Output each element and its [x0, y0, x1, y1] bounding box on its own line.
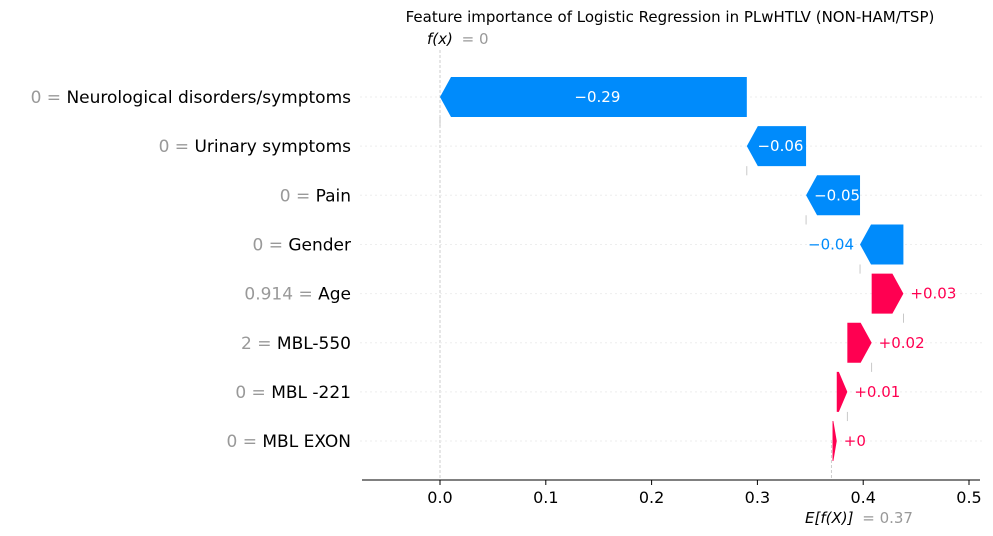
contribution-label: +0.02: [879, 334, 925, 352]
fx-label-text: f(x): [427, 30, 453, 48]
feature-label: 0 = MBL -221: [235, 383, 351, 403]
x-tick-label: 0.3: [745, 488, 770, 507]
feature-bar: [860, 224, 904, 265]
feature-value: 0 =: [159, 137, 195, 157]
feature-value: 0 =: [235, 383, 271, 403]
feature-label: 0 = MBL EXON: [227, 432, 351, 452]
x-tick-label: 0.5: [956, 488, 981, 507]
base-label-text: E[f(X)]: [805, 509, 854, 527]
feature-bar: [836, 371, 848, 412]
contribution-label: −0.04: [808, 235, 854, 253]
feature-bar: [832, 421, 837, 462]
feature-value: 0 =: [252, 235, 288, 255]
feature-name: Pain: [316, 186, 351, 206]
contribution-label: +0: [844, 432, 866, 450]
feature-value: 0.914 =: [244, 285, 318, 305]
x-tick-label: 0.0: [427, 488, 452, 507]
base-label: E[f(X)] = 0.37: [805, 509, 913, 527]
x-tick-label: 0.2: [639, 488, 664, 507]
feature-value: 0 =: [31, 88, 67, 108]
feature-bar: [746, 126, 807, 167]
feature-value: 0 =: [227, 432, 263, 452]
x-tick-label: 0.4: [850, 488, 875, 507]
feature-name: MBL -221: [271, 383, 351, 403]
x-tick-label: 0.1: [533, 488, 558, 507]
feature-name: Gender: [288, 235, 351, 255]
feature-value: 0 =: [280, 186, 316, 206]
chart-title: Feature importance of Logistic Regressio…: [406, 8, 935, 26]
contribution-label: +0.01: [854, 383, 900, 401]
contribution-label: −0.06: [757, 137, 803, 155]
feature-bar: [847, 322, 872, 363]
feature-label: 0 = Pain: [280, 186, 351, 206]
fx-value: = 0: [462, 30, 489, 48]
feature-name: MBL EXON: [262, 432, 351, 452]
contribution-label: −0.05: [814, 186, 860, 204]
feature-value: 2 =: [241, 334, 277, 354]
feature-label: 0.914 = Age: [244, 285, 351, 305]
feature-label: 0 = Neurological disorders/symptoms: [31, 88, 352, 108]
fx-label: f(x) = 0: [427, 30, 489, 48]
feature-label: 0 = Urinary symptoms: [159, 137, 352, 157]
feature-name: MBL-550: [277, 334, 351, 354]
feature-name: Neurological disorders/symptoms: [66, 88, 351, 108]
contribution-label: +0.03: [910, 285, 956, 303]
feature-name: Urinary symptoms: [194, 137, 351, 157]
feature-name: Age: [318, 285, 351, 305]
feature-bar: [440, 77, 747, 117]
feature-bar: [871, 273, 904, 314]
contribution-label: −0.29: [574, 88, 620, 106]
feature-bar: [806, 175, 861, 216]
feature-label: 0 = Gender: [252, 235, 351, 255]
base-value: = 0.37: [862, 509, 913, 527]
feature-label: 2 = MBL-550: [241, 334, 351, 354]
